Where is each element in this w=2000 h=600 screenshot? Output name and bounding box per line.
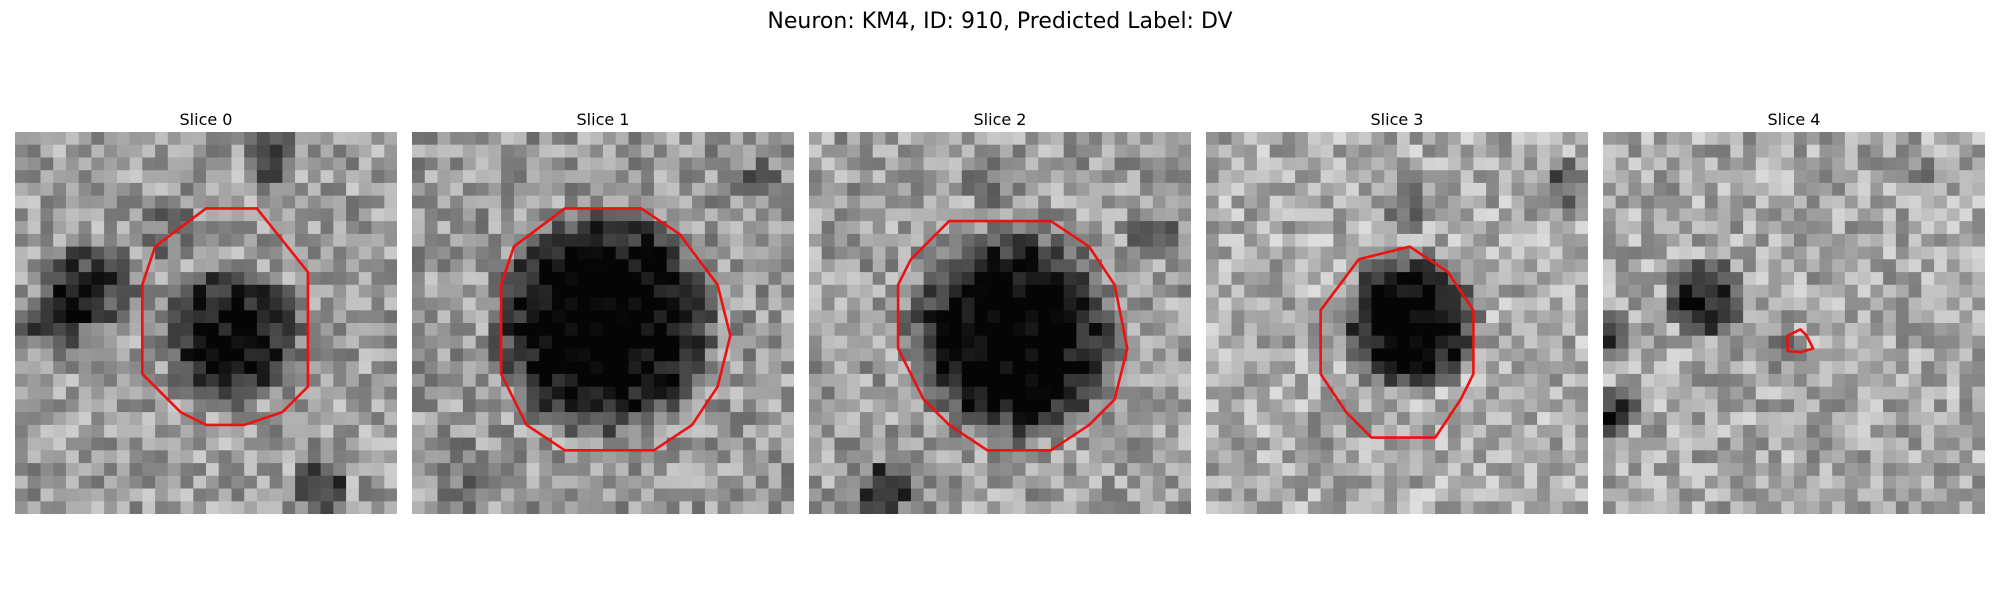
roi-contour <box>499 207 732 452</box>
slice-title-3: Slice 3 <box>1370 110 1424 129</box>
pixel-texture <box>1603 132 1985 514</box>
slice-panel-4: Slice 4 <box>1603 108 1985 514</box>
pixel-texture <box>15 132 397 514</box>
pixel-texture <box>412 132 794 514</box>
pixel-texture <box>1206 132 1588 514</box>
figure-title: Neuron: KM4, ID: 910, Predicted Label: D… <box>767 9 1233 34</box>
slice-panel-2: Slice 2 <box>809 108 1191 514</box>
roi-contour <box>896 219 1129 452</box>
roi-contour <box>1786 328 1815 354</box>
slice-title-2: Slice 2 <box>973 110 1027 129</box>
pixel-texture <box>809 132 1191 514</box>
roi-contour <box>141 207 310 427</box>
slice-image-4 <box>1603 132 1985 514</box>
slice-image-0 <box>15 132 397 514</box>
slice-title-1: Slice 1 <box>576 110 630 129</box>
roi-contour <box>1319 245 1475 439</box>
slice-title-4: Slice 4 <box>1767 110 1821 129</box>
slice-panel-1: Slice 1 <box>412 108 794 514</box>
slice-panel-3: Slice 3 <box>1206 108 1588 514</box>
slice-panel-0: Slice 0 <box>15 108 397 514</box>
slice-image-2 <box>809 132 1191 514</box>
slice-title-0: Slice 0 <box>179 110 233 129</box>
slice-image-1 <box>412 132 794 514</box>
slice-image-3 <box>1206 132 1588 514</box>
